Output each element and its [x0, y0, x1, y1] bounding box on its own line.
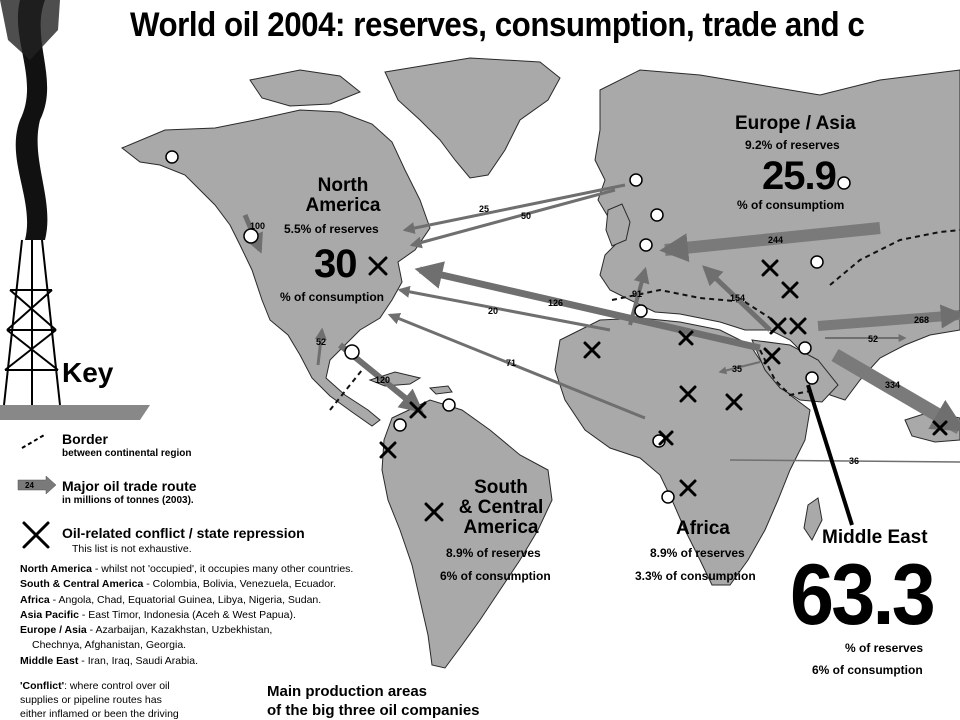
conflict-item: Asia Pacific - East Timor, Indonesia (Ac…: [20, 608, 353, 623]
europe-asia-name: Europe / Asia: [735, 113, 856, 134]
route-number: 35: [732, 364, 743, 374]
middle-east-reserves-value: 63.3: [790, 547, 936, 643]
south-central-america-reserves: 8.9% of reserves: [446, 546, 541, 560]
north-america-name: North America: [298, 176, 388, 216]
conflict-region: South & Central America: [20, 578, 144, 591]
conflict-item: Chechnya, Afghanistan, Georgia.: [20, 638, 353, 653]
south-central-america-consumption: 6% of consumption: [440, 569, 551, 583]
conflict-text: - Angola, Chad, Equatorial Guinea, Libya…: [49, 593, 322, 606]
conflict-region: Europe / Asia: [20, 624, 87, 637]
north-america-name-line1: North: [317, 175, 369, 196]
middle-east-reserves-label: % of reserves: [845, 641, 924, 655]
key-symbols: [17, 433, 57, 549]
trade-route-arrows: [242, 183, 960, 463]
key-route-label: Major oil trade route: [62, 478, 197, 494]
south-america-landmass: [381, 399, 553, 669]
route-number: 126: [548, 298, 564, 308]
conflict-text: - Iran, Iraq, Saudi Arabia.: [78, 654, 199, 667]
route-number: 25: [479, 204, 490, 214]
greenland-landmass: [384, 57, 561, 179]
south-central-america-name-line1: South: [474, 477, 528, 498]
production-line2: of the big three oil companies: [267, 702, 480, 719]
key-conflict-label: Oil-related conflict / state repression: [62, 525, 305, 541]
conflict-item: Middle East - Iran, Iraq, Saudi Arabia.: [20, 654, 353, 669]
conflict-text: - whilst not 'occupied', it occupies man…: [91, 563, 354, 575]
key-route-sub: in millions of tonnes (2003).: [62, 495, 194, 506]
conflict-text: - Azarbaijan, Kazakhstan, Uzbekhistan,: [86, 624, 273, 637]
key-conflict-sub: This list is not exhaustive.: [72, 543, 192, 555]
middle-east-consumption: 6% of consumption: [812, 663, 923, 677]
british-isles-landmass: [605, 203, 631, 247]
middle-east-pointer: [806, 384, 854, 526]
europe-asia-consumption-label: % of consumptiom: [737, 198, 845, 212]
conflict-region: Asia Pacific: [20, 608, 79, 621]
conflict-region: North America: [20, 563, 92, 575]
route-number: 36: [849, 456, 860, 466]
conflict-text: - Colombia, Bolivia, Venezuela, Ecuador.: [143, 578, 336, 591]
arctic-islands-landmass: [249, 69, 361, 107]
conflict-region: Africa: [20, 593, 50, 606]
conflict-region: Middle East: [20, 654, 79, 667]
route-number: 52: [868, 334, 879, 344]
route-number: 71: [506, 358, 517, 368]
production-site-icons: [165, 150, 851, 504]
production-areas-heading: Main production areas of the big three o…: [267, 682, 480, 720]
map-title: World oil 2004: reserves, consumption, t…: [130, 6, 865, 44]
route-number: 52: [316, 337, 327, 347]
continental-borders: [329, 229, 960, 411]
key-title: Key: [62, 357, 114, 388]
conflict-icons: [368, 256, 948, 522]
africa-name: Africa: [676, 518, 730, 539]
conflict-text: Chechnya, Afghanistan, Georgia.: [32, 639, 187, 652]
conflict-item: Africa - Angola, Chad, Equatorial Guinea…: [20, 593, 353, 608]
route-number: 120: [375, 375, 391, 385]
caribbean-islands: [368, 371, 453, 395]
conflict-note-line3: either inflamed or been the driving: [20, 708, 179, 720]
south-central-america-name-line2: & Central: [458, 497, 544, 518]
route-number: 100: [250, 221, 266, 231]
madagascar-landmass: [803, 497, 823, 541]
north-america-reserves: 5.5% of reserves: [284, 222, 379, 236]
key-border-label: Border: [62, 431, 108, 447]
conflict-item: North America - whilst not 'occupied', i…: [20, 562, 353, 577]
europe-asia-consumption-value: 25.9: [762, 154, 837, 198]
middle-east-name: Middle East: [822, 527, 928, 548]
conflict-list: North America - whilst not 'occupied', i…: [20, 562, 353, 669]
route-number: 154: [730, 293, 746, 303]
oil-rig-illustration: [0, 0, 150, 420]
key-border-sub: between continental region: [62, 448, 192, 459]
production-line1: Main production areas: [267, 683, 428, 700]
south-central-america-name: South & Central America: [458, 478, 544, 538]
north-america-name-line2: America: [305, 195, 381, 216]
north-america-landmass: [121, 109, 431, 427]
africa-reserves: 8.9% of reserves: [650, 546, 745, 560]
conflict-item: Europe / Asia - Azarbaijan, Kazakhstan, …: [20, 623, 353, 638]
key-route-sample: 24: [25, 481, 34, 490]
conflict-note-line1: : where control over oil: [64, 680, 170, 692]
conflict-text: - East Timor, Indonesia (Aceh & West Pap…: [78, 608, 296, 621]
south-central-america-name-line3: America: [463, 517, 539, 538]
conflict-note: 'Conflict': where control over oil suppl…: [20, 679, 179, 720]
route-number: 268: [914, 315, 930, 325]
route-number: 244: [768, 235, 784, 245]
route-number: 20: [488, 306, 499, 316]
conflict-note-line2: supplies or pipeline routes has: [20, 694, 162, 706]
conflict-note-term: 'Conflict': [20, 680, 65, 692]
north-america-consumption-value: 30: [314, 242, 357, 286]
conflict-item: South & Central America - Colombia, Boli…: [20, 577, 353, 592]
europe-asia-reserves: 9.2% of reserves: [745, 138, 840, 152]
route-number: 334: [885, 380, 901, 390]
africa-landmass: [554, 317, 811, 586]
africa-consumption: 3.3% of consumption: [635, 569, 756, 583]
route-number: 91: [632, 289, 643, 299]
route-number: 50: [521, 211, 532, 221]
north-america-consumption-label: % of consumption: [280, 290, 384, 304]
